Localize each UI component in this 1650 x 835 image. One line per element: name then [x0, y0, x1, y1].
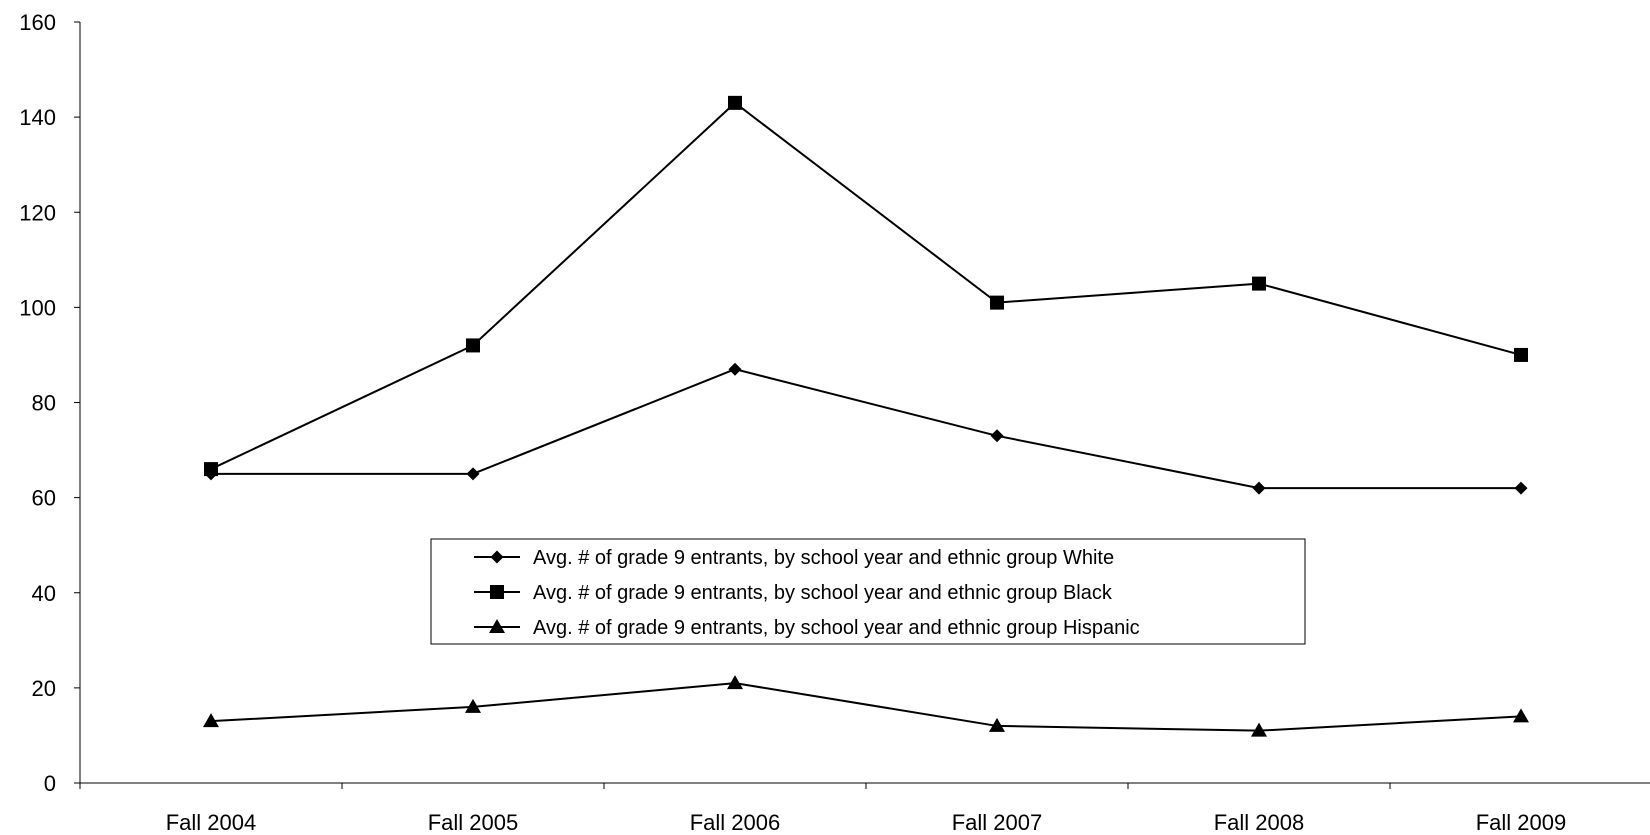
- x-tick-label: Fall 2006: [690, 810, 781, 835]
- y-tick-label: 120: [19, 200, 56, 225]
- legend-item: Avg. # of grade 9 entrants, by school ye…: [474, 547, 1114, 569]
- data-point: [1514, 481, 1528, 495]
- data-point: [990, 295, 1004, 310]
- series-diamond: [204, 362, 1528, 495]
- y-tick-label: 40: [32, 581, 56, 606]
- y-tick-label: 160: [19, 10, 56, 35]
- y-tick-label: 100: [19, 295, 56, 320]
- data-point: [990, 429, 1004, 443]
- data-point: [728, 362, 742, 376]
- legend-marker: [489, 619, 505, 633]
- legend-label: Avg. # of grade 9 entrants, by school ye…: [533, 617, 1140, 639]
- y-tick-label: 80: [32, 391, 56, 416]
- y-tick-label: 0: [44, 771, 56, 796]
- series-line: [210, 101, 1522, 470]
- series-line: [210, 682, 1522, 732]
- chart-series: [203, 95, 1529, 737]
- data-point: [466, 338, 480, 353]
- data-point: [989, 717, 1005, 732]
- data-point: [1513, 708, 1529, 723]
- legend-box: [430, 538, 1306, 645]
- legend-label: Avg. # of grade 9 entrants, by school ye…: [533, 582, 1113, 604]
- data-point: [465, 698, 481, 713]
- data-point: [1252, 481, 1266, 495]
- data-point: [1514, 347, 1528, 362]
- y-tick-label: 140: [19, 105, 56, 130]
- series-line: [211, 368, 1521, 490]
- x-tick-label: Fall 2004: [166, 810, 257, 835]
- chart-legend: Avg. # of grade 9 entrants, by school ye…: [430, 538, 1306, 645]
- data-point: [1252, 276, 1266, 291]
- legend-item: Avg. # of grade 9 entrants, by school ye…: [474, 617, 1140, 639]
- legend-label: Avg. # of grade 9 entrants, by school ye…: [533, 547, 1114, 569]
- x-tick-label: Fall 2007: [952, 810, 1043, 835]
- legend-marker: [490, 550, 504, 564]
- y-tick-label: 20: [32, 676, 56, 701]
- legend-marker: [490, 585, 504, 599]
- data-point: [728, 95, 742, 110]
- x-tick-label: Fall 2009: [1476, 810, 1567, 835]
- series-square: [204, 95, 1528, 477]
- data-point: [466, 467, 480, 481]
- series-triangle: [203, 675, 1529, 737]
- y-tick-label: 60: [32, 486, 56, 511]
- data-point: [203, 713, 219, 728]
- data-point: [204, 462, 218, 477]
- legend-item: Avg. # of grade 9 entrants, by school ye…: [474, 582, 1113, 604]
- x-tick-label: Fall 2005: [428, 810, 519, 835]
- chart-axes: 0 20 40 60 80 100 120 140 160 Fall 2004 Fall 2005 F…: [19, 10, 1650, 835]
- x-tick-label: Fall 2008: [1214, 810, 1305, 835]
- data-point: [1251, 722, 1267, 737]
- data-point: [727, 675, 743, 690]
